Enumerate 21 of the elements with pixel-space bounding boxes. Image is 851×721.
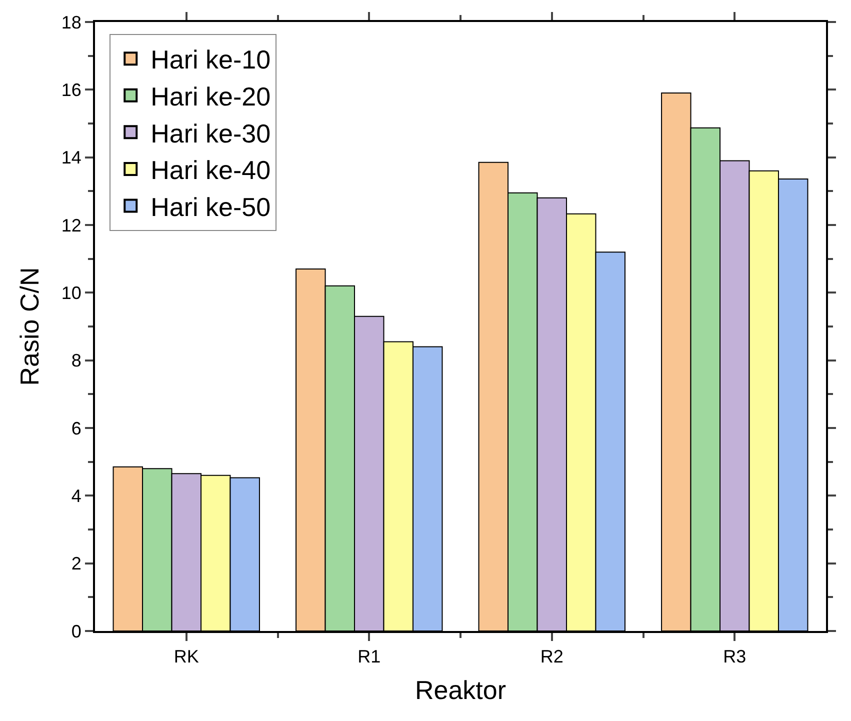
- y-tick-label: 6: [71, 418, 82, 438]
- y-axis-title: Rasio C/N: [14, 267, 44, 386]
- y-tick-label: 2: [71, 554, 82, 574]
- x-tick-label: R1: [358, 646, 381, 667]
- legend-label: Hari ke-10: [150, 44, 271, 75]
- y-tick-label: 0: [71, 621, 82, 642]
- legend-label: Hari ke-30: [150, 118, 271, 148]
- y-tick-label: 10: [61, 282, 82, 303]
- y-tick-label: 12: [61, 215, 82, 236]
- y-tick-label: 4: [71, 486, 82, 506]
- x-tick-label: R3: [723, 646, 746, 667]
- x-axis-title: Reaktor: [414, 674, 506, 705]
- y-tick-label: 16: [61, 80, 82, 100]
- y-tick-label: 8: [71, 350, 82, 371]
- x-tick-label: R2: [540, 646, 564, 667]
- y-tick-label: 18: [61, 12, 82, 32]
- x-tick-label: RK: [174, 646, 199, 667]
- y-tick-label: 14: [61, 148, 82, 168]
- legend-label: Hari ke-20: [150, 82, 271, 112]
- legend-label: Hari ke-40: [150, 155, 271, 186]
- legend-label: Hari ke-50: [150, 192, 271, 222]
